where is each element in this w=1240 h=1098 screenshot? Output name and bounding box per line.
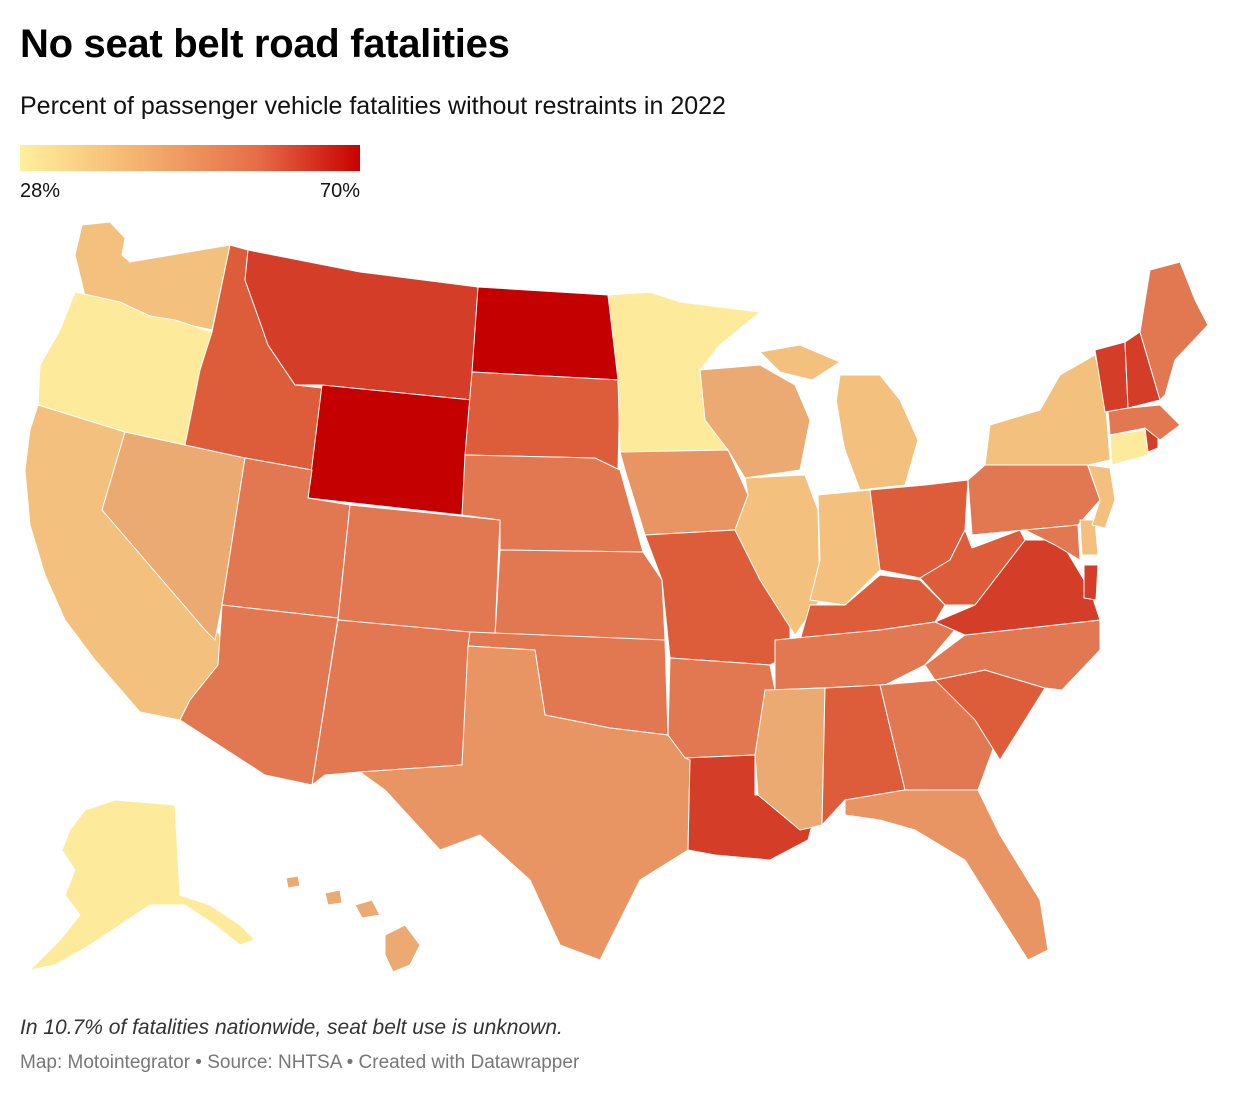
state-la[interactable] bbox=[684, 754, 821, 861]
state-wi[interactable] bbox=[699, 364, 811, 479]
state-me[interactable] bbox=[1139, 261, 1209, 401]
state-ia[interactable] bbox=[619, 449, 749, 536]
state-nj[interactable] bbox=[1087, 464, 1116, 529]
chart-title: No seat belt road fatalities bbox=[20, 22, 510, 66]
state-ma[interactable] bbox=[1107, 404, 1181, 441]
state-hi-oahu[interactable] bbox=[324, 889, 343, 906]
state-ks[interactable] bbox=[494, 549, 666, 641]
state-mt[interactable] bbox=[244, 249, 479, 401]
state-ct[interactable] bbox=[1109, 429, 1149, 466]
state-de[interactable] bbox=[1079, 519, 1099, 556]
state-co[interactable] bbox=[337, 504, 501, 637]
state-nm[interactable] bbox=[311, 619, 471, 786]
state-tx[interactable] bbox=[359, 645, 691, 961]
us-choropleth-map bbox=[24, 221, 1209, 973]
state-hi-maui[interactable] bbox=[354, 899, 381, 919]
lake-michigan bbox=[812, 382, 845, 485]
state-ak[interactable] bbox=[29, 799, 256, 971]
credits: Map: Motointegrator • Source: NHTSA • Cr… bbox=[20, 1052, 580, 1073]
state-wy[interactable] bbox=[307, 384, 473, 516]
states-layer bbox=[24, 221, 1209, 973]
footnote: In 10.7% of fatalities nationwide, seat … bbox=[20, 1016, 563, 1039]
state-il[interactable] bbox=[734, 474, 821, 636]
legend-min-label: 28% bbox=[20, 180, 61, 202]
color-legend: 28% 70% bbox=[20, 145, 360, 202]
state-fl[interactable] bbox=[844, 789, 1049, 961]
state-mi-upper[interactable] bbox=[759, 344, 841, 381]
state-ny[interactable] bbox=[984, 354, 1111, 466]
state-hi[interactable] bbox=[384, 924, 421, 973]
state-hi-kauai[interactable] bbox=[285, 875, 301, 889]
state-mi[interactable] bbox=[834, 374, 919, 491]
chart-subtitle: Percent of passenger vehicle fatalities … bbox=[20, 92, 726, 120]
state-wv[interactable] bbox=[919, 529, 1026, 606]
legend-gradient-bar bbox=[20, 145, 360, 171]
state-dc[interactable] bbox=[1083, 564, 1099, 601]
legend-max-label: 70% bbox=[319, 180, 360, 202]
state-nd[interactable] bbox=[471, 286, 621, 381]
state-md[interactable] bbox=[971, 524, 1081, 561]
